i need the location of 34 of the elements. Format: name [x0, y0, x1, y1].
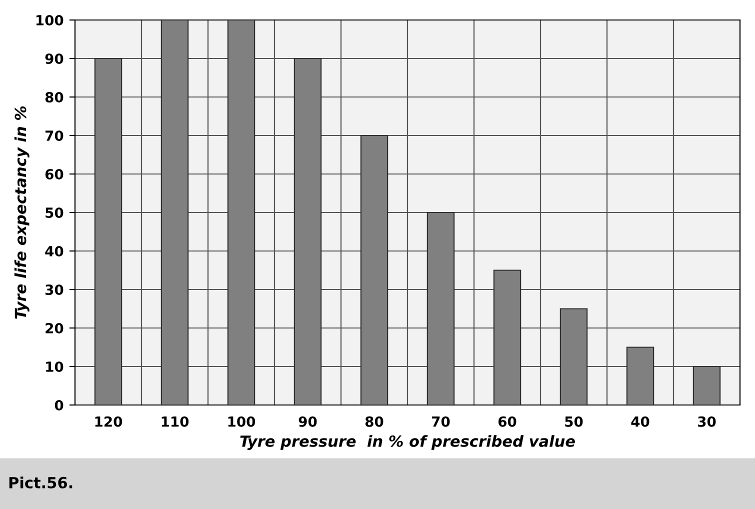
- y-tick-label: 40: [45, 246, 64, 256]
- bar: [493, 270, 522, 405]
- y-tick-label: 90: [45, 53, 64, 64]
- x-tick-label: 110: [162, 416, 189, 427]
- bar: [692, 366, 721, 405]
- x-tick-label: 80: [365, 416, 384, 427]
- y-tick-label: 10: [46, 361, 64, 372]
- x-tick-label: 100: [228, 416, 256, 427]
- bar: [360, 134, 388, 405]
- x-tick-label: 60: [498, 416, 516, 427]
- x-tick-label: 30: [698, 416, 716, 427]
- x-tick-label: 50: [565, 416, 583, 427]
- bar: [94, 58, 122, 405]
- bar: [560, 308, 588, 405]
- y-tick-label: 0: [54, 400, 64, 410]
- y-tick-label: 60: [45, 168, 64, 180]
- y-tick-label: 20: [46, 322, 64, 334]
- x-axis-title: Tyre pressure in % of prescribed value: [240, 435, 575, 450]
- y-axis-title: Tyre life expectancy in %: [14, 106, 30, 319]
- y-tick-label: 50: [46, 207, 64, 218]
- y-tick-label: 70: [45, 130, 64, 141]
- x-tick-label: 90: [298, 416, 317, 427]
- x-tick-label: 40: [631, 416, 650, 427]
- x-tick-label: 70: [432, 416, 450, 427]
- bar: [294, 58, 322, 405]
- y-tick-label: 80: [45, 92, 64, 102]
- y-tick-label: 30: [45, 284, 64, 295]
- text: Pict.56.: [9, 476, 72, 488]
- bar: [227, 20, 256, 405]
- bar: [626, 346, 654, 405]
- bar: [426, 212, 455, 405]
- x-tick-label: 120: [95, 416, 122, 427]
- bar: [160, 20, 189, 405]
- y-tick-label: 100: [36, 14, 64, 26]
